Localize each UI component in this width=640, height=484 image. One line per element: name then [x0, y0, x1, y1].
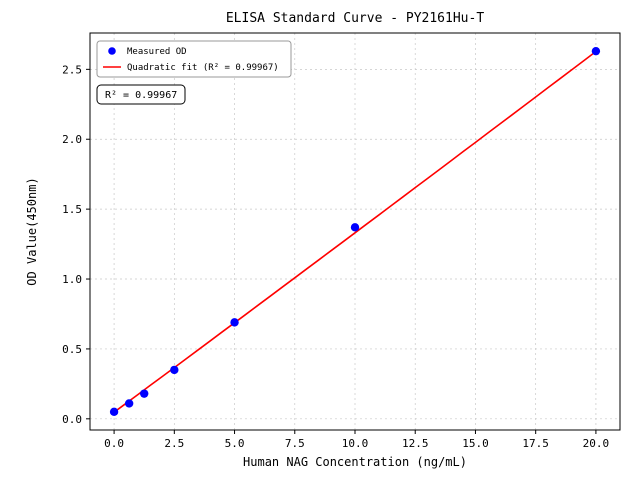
legend-label-quadratic-fit: Quadratic fit (R² = 0.99967)	[127, 63, 279, 73]
y-tick-label: 1.0	[62, 273, 82, 286]
x-tick-label: 10.0	[342, 437, 369, 450]
measured-od-point	[109, 407, 119, 417]
x-tick-label: 12.5	[402, 437, 429, 450]
x-tick-label: 2.5	[164, 437, 184, 450]
legend-label-measured-od: Measured OD	[127, 47, 187, 57]
measured-od-point	[170, 365, 179, 375]
quadratic-fit-line	[113, 50, 597, 413]
x-tick-label: 15.0	[462, 437, 489, 450]
x-tick-label: 20.0	[583, 437, 610, 450]
x-tick-label: 5.0	[225, 437, 245, 450]
chart-title: ELISA Standard Curve - PY2161Hu-T	[226, 11, 484, 26]
y-tick-label: 0.0	[62, 413, 82, 426]
measured-od-point	[591, 46, 601, 56]
y-axis-label: OD Value(450nm)	[25, 177, 39, 285]
x-tick-label: 7.5	[285, 437, 305, 450]
x-tick-label: 0.0	[104, 437, 124, 450]
y-tick-label: 2.5	[62, 63, 82, 76]
measured-od-point	[140, 389, 149, 398]
y-tick-label: 2.0	[62, 133, 82, 146]
r-squared-annotation-text: R² = 0.99967	[105, 90, 177, 101]
legend-marker-dot	[108, 47, 116, 55]
measured-od-point	[124, 399, 134, 408]
y-tick-label: 1.5	[62, 203, 82, 216]
x-tick-label: 17.5	[522, 437, 549, 450]
measured-od-point	[230, 318, 239, 327]
measured-od-point	[350, 223, 360, 232]
y-tick-label: 0.5	[62, 343, 82, 356]
x-axis-label: Human NAG Concentration (ng/mL)	[243, 455, 467, 469]
legend-box	[96, 40, 292, 78]
r-squared-annotation-box	[96, 84, 186, 105]
